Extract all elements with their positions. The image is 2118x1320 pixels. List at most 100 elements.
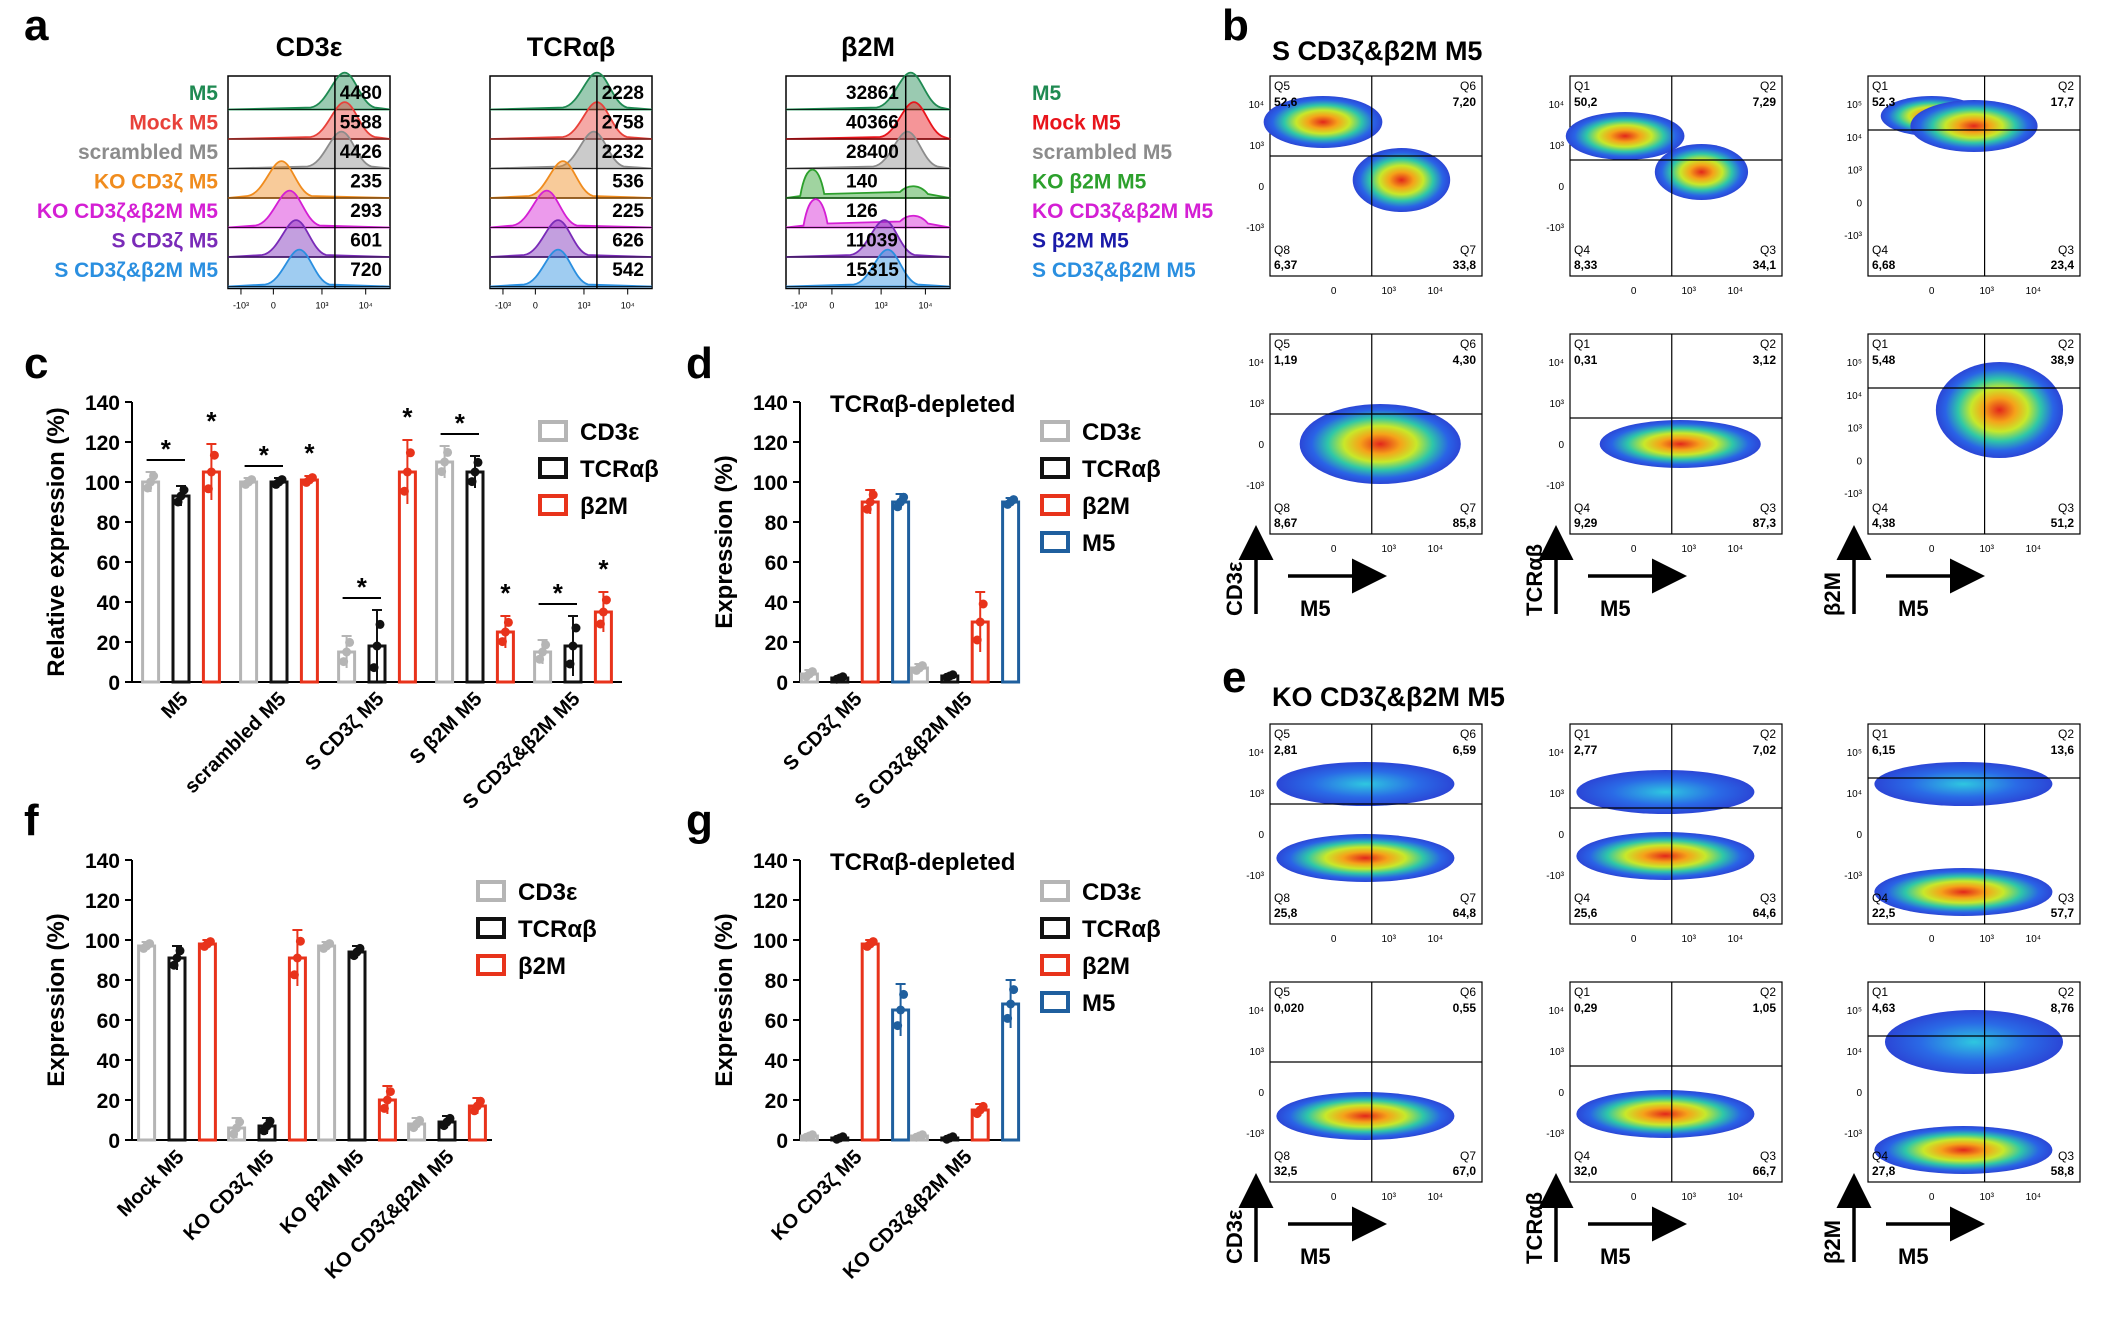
legend-swatch xyxy=(1040,880,1070,902)
category-label: S CD3ζ M5 xyxy=(301,688,388,775)
data-point xyxy=(500,627,510,637)
flow-axis-tick-y: 10⁴ xyxy=(1847,391,1862,402)
quadrant-label: Q8 xyxy=(1274,243,1290,257)
flow-plot-frame xyxy=(1867,723,2081,925)
quadrant-label: Q2 xyxy=(1760,79,1776,93)
legend-label: TCRαβ xyxy=(1082,456,1161,483)
histogram-curve xyxy=(227,160,391,199)
y-tick-label: 0 xyxy=(776,1130,788,1153)
quadrant-value: 64,6 xyxy=(1753,906,1777,920)
bar xyxy=(347,950,367,1142)
quadrant-value: 5,48 xyxy=(1872,353,1896,367)
quadrant-value: 51,2 xyxy=(2051,516,2075,530)
data-point xyxy=(307,473,317,483)
panel-letter-d: d xyxy=(686,339,713,388)
density-blob xyxy=(1874,1126,2053,1174)
quadrant-value: 27,8 xyxy=(1872,1164,1896,1178)
flow-axis-tick-y: 0 xyxy=(1856,198,1862,209)
flow-axis-tick-y: 0 xyxy=(1258,1088,1264,1099)
legend-label: CD3ε xyxy=(1082,879,1141,906)
quadrant-label: Q3 xyxy=(2058,1149,2074,1163)
flow-axis-tick-y: 10⁴ xyxy=(1549,358,1564,369)
histogram-mfi-value: 2232 xyxy=(602,142,644,163)
flow-axis-tick-x: 0 xyxy=(1929,1192,1935,1203)
flow-axis-tick-x: 10⁴ xyxy=(1428,1192,1443,1203)
quadrant-value: 32,5 xyxy=(1274,1164,1298,1178)
flow-x-label: M5 xyxy=(1600,1244,1631,1269)
data-point xyxy=(896,1005,906,1015)
flow-y-label: TCRαβ xyxy=(1522,544,1547,616)
panel-letter-e: e xyxy=(1222,653,1246,702)
quadrant-value: 6,37 xyxy=(1274,258,1298,272)
data-point xyxy=(175,946,185,956)
histogram-curve xyxy=(489,189,653,229)
histogram-axis-tick: -10³ xyxy=(791,301,807,311)
data-point xyxy=(437,467,447,477)
legend-label: TCRαβ xyxy=(1082,916,1161,943)
quadrant-value: 52,6 xyxy=(1274,95,1298,109)
significance-star: * xyxy=(402,402,413,432)
flow-axis-tick-x: 10³ xyxy=(1979,1192,1994,1203)
density-blob xyxy=(1874,868,2053,916)
flow-axis-tick-x: 10³ xyxy=(1681,286,1696,297)
histogram-mfi-value: 626 xyxy=(612,231,644,252)
data-point xyxy=(862,504,872,514)
panel-letter-b: b xyxy=(1222,1,1249,50)
density-blob-upper xyxy=(1276,762,1455,806)
y-tick-label: 140 xyxy=(753,850,788,873)
panel-letter-g: g xyxy=(686,796,713,845)
legend-swatch xyxy=(1040,991,1070,1013)
flow-axis-tick-x: 0 xyxy=(1631,286,1637,297)
flow-x-label: M5 xyxy=(1898,596,1929,621)
flow-axis-tick-x: 10³ xyxy=(1381,544,1396,555)
data-point xyxy=(292,953,302,963)
quadrant-label: Q3 xyxy=(1760,1149,1776,1163)
flow-y-label: TCRαβ xyxy=(1522,1192,1547,1264)
flow-axis-tick-x: 10³ xyxy=(1381,934,1396,945)
flow-axis-tick-x: 10⁴ xyxy=(2026,544,2041,555)
quadrant-value: 32,0 xyxy=(1574,1164,1598,1178)
quadrant-label: Q1 xyxy=(1574,337,1590,351)
histogram-curve xyxy=(785,219,951,258)
data-point xyxy=(235,1117,245,1127)
density-blob-upper xyxy=(1576,770,1755,814)
flow-axis-tick-y: 0 xyxy=(1558,1088,1564,1099)
flow-plot-frame xyxy=(1569,333,1783,535)
quadrant-value: 0,31 xyxy=(1574,353,1598,367)
legend-label: TCRαβ xyxy=(518,916,597,943)
quadrant-value: 7,20 xyxy=(1453,95,1477,109)
quadrant-value: 1,05 xyxy=(1753,1001,1777,1015)
data-point xyxy=(402,467,412,477)
density-blob xyxy=(1654,144,1749,200)
bar xyxy=(860,942,880,1142)
bar xyxy=(465,470,485,684)
quadrant-label: Q1 xyxy=(1574,727,1590,741)
histogram-row-label-right: KO β2M M5 xyxy=(1032,171,1147,194)
histogram-mfi-value: 40366 xyxy=(846,113,899,134)
quadrant-label: Q6 xyxy=(1460,727,1476,741)
chart-title: TCRαβ-depleted xyxy=(830,391,1015,418)
flow-axis-tick-y: 10³ xyxy=(1250,399,1265,410)
flow-plot-frame xyxy=(1269,75,1483,277)
quadrant-value: 33,8 xyxy=(1453,258,1477,272)
legend-swatch xyxy=(476,954,506,976)
panel-letter-a: a xyxy=(24,1,49,50)
flow-axis-tick-y: 10⁴ xyxy=(1847,1047,1862,1058)
quadrant-label: Q7 xyxy=(1460,891,1476,905)
quadrant-label: Q4 xyxy=(1574,1149,1590,1163)
flow-x-label: M5 xyxy=(1300,596,1331,621)
legend-swatch xyxy=(476,917,506,939)
bar xyxy=(269,480,289,684)
histogram-mfi-value: 11039 xyxy=(846,231,898,252)
flow-axis-tick-y: -10³ xyxy=(1844,489,1862,500)
flow-axis-tick-y: 10⁵ xyxy=(1847,358,1862,369)
bar xyxy=(299,478,319,684)
y-tick-label: 140 xyxy=(85,850,120,873)
quadrant-value: 6,15 xyxy=(1872,743,1896,757)
bar xyxy=(239,480,259,684)
legend-swatch xyxy=(1040,917,1070,939)
flow-axis-tick-y: 0 xyxy=(1558,182,1564,193)
quadrant-label: Q2 xyxy=(1760,337,1776,351)
histogram-row-label: Mock M5 xyxy=(129,112,218,135)
flow-axis-tick-y: 10³ xyxy=(1550,399,1565,410)
